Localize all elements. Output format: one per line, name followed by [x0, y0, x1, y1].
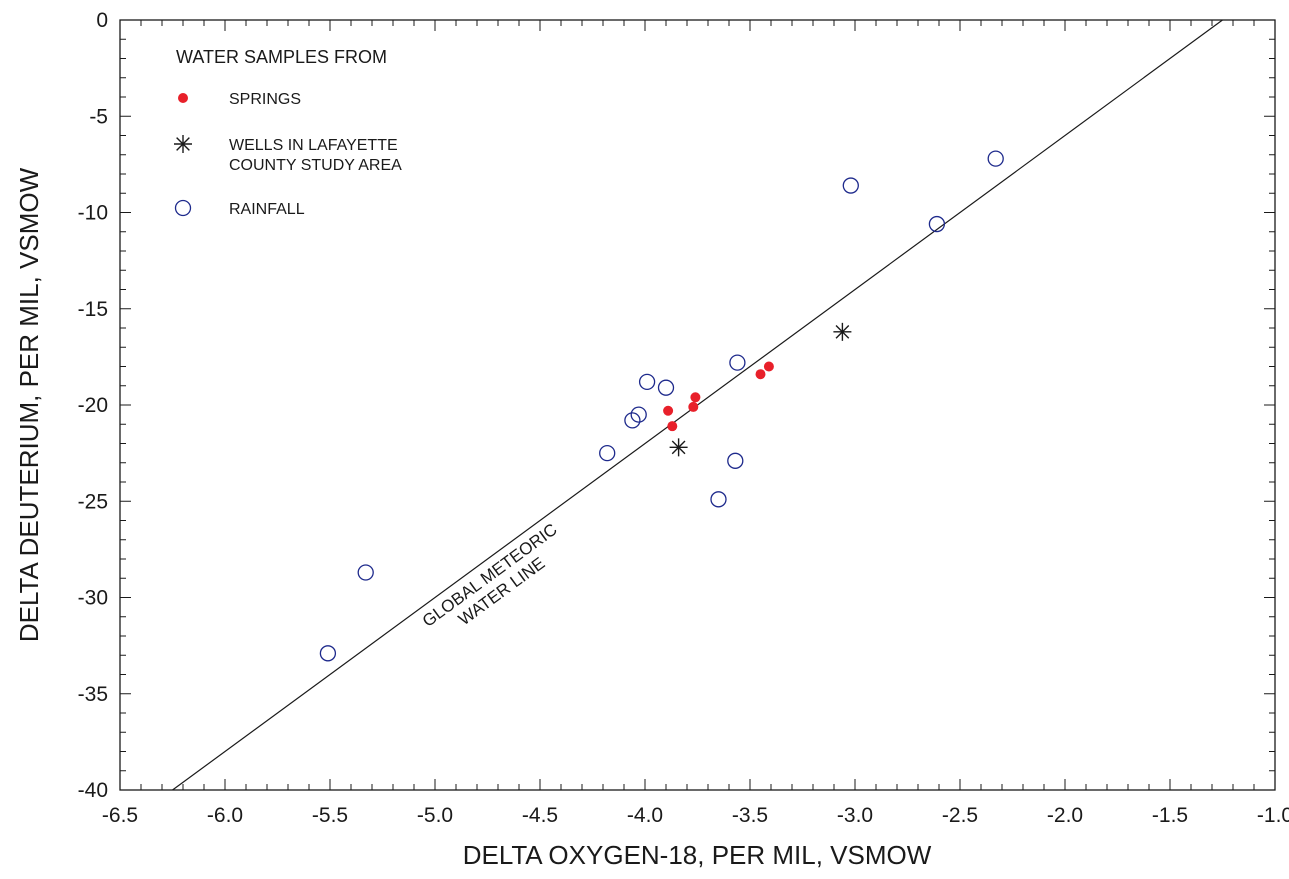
tick-marks	[119, 19, 1276, 791]
legend-entry-line: COUNTY STUDY AREA	[229, 157, 402, 174]
data-points	[319, 150, 1004, 662]
rainfall-point	[727, 452, 744, 469]
rainfall-point	[928, 215, 946, 233]
x-tick-label: -4.5	[522, 804, 558, 827]
asterisk-stroke	[176, 137, 190, 151]
rainfall-point	[599, 444, 616, 462]
reference-line-label: GLOBAL METEORICWATER LINE	[419, 520, 573, 647]
rainfall-point	[729, 354, 746, 371]
spring-point	[667, 421, 678, 432]
rainfall-point	[710, 491, 727, 508]
rainfall-point	[638, 373, 656, 391]
rainfall-point	[630, 406, 647, 423]
rainfall-point	[657, 379, 675, 396]
legend-entry-label: SPRINGS	[229, 91, 301, 108]
legend-entry-label: WELLS IN LAFAYETTE COUNTY STUDY AREA	[229, 137, 402, 174]
legend-entry-line: WELLS IN LAFAYETTE	[229, 137, 398, 154]
y-tick-label: -30	[78, 587, 108, 610]
rainfall-point	[357, 564, 374, 581]
x-tick-label: -1.5	[1152, 804, 1188, 827]
x-axis-title: DELTA OXYGEN-18, PER MIL, VSMOW	[463, 840, 932, 870]
asterisk-stroke	[835, 324, 850, 339]
rainfall-point	[987, 150, 1004, 167]
x-tick-label: -6.5	[102, 804, 138, 827]
spring-point	[688, 401, 699, 412]
x-tick-label: -5.5	[312, 804, 348, 827]
spring-point	[763, 361, 774, 372]
x-tick-label: -1.0	[1257, 804, 1289, 827]
well-point	[833, 322, 852, 341]
legend-entry-line: SPRINGS	[229, 91, 301, 108]
y-tick-label: -15	[78, 298, 108, 321]
springs-legend-marker	[178, 93, 188, 103]
y-tick-label: -35	[78, 683, 108, 706]
x-tick-label: -2.5	[942, 804, 978, 827]
y-tick-label: -40	[78, 779, 108, 802]
rainfall-legend-marker	[174, 199, 192, 217]
y-axis-title: DELTA DEUTERIUM, PER MIL, VSMOW	[14, 167, 44, 642]
legend: WATER SAMPLES FROM SPRINGS WELLS IN LAFAYE…	[174, 47, 402, 218]
spring-point	[663, 405, 674, 416]
y-tick-label: 0	[96, 9, 108, 32]
x-tick-label: -3.5	[732, 804, 768, 827]
x-tick-label: -4.0	[627, 804, 663, 827]
legend-title: WATER SAMPLES FROM	[176, 47, 387, 67]
rainfall-point	[842, 177, 859, 194]
spring-point	[755, 369, 766, 380]
x-tick-label: -6.0	[207, 804, 243, 827]
rainfall-point	[624, 412, 641, 429]
wells-legend-marker	[174, 135, 192, 153]
legend-entry-label: RAINFALL	[229, 201, 305, 218]
y-tick-label: -5	[89, 105, 108, 128]
x-tick-label: -3.0	[837, 804, 873, 827]
legend-entry-line: RAINFALL	[229, 201, 305, 218]
well-point	[669, 438, 688, 457]
y-tick-label: -10	[78, 202, 108, 225]
x-tick-label: -2.0	[1047, 804, 1083, 827]
spring-point	[690, 392, 701, 403]
y-tick-label: -20	[78, 394, 108, 417]
asterisk-stroke	[671, 440, 686, 455]
tick-labels: -6.5 -6.0 -5.5 -5.0 -4.5 -4.0 -3.5 -3.0 -2.5 -2.0…	[78, 9, 1289, 827]
rainfall-point	[319, 645, 337, 662]
x-tick-label: -5.0	[417, 804, 453, 827]
y-tick-label: -25	[78, 490, 108, 513]
